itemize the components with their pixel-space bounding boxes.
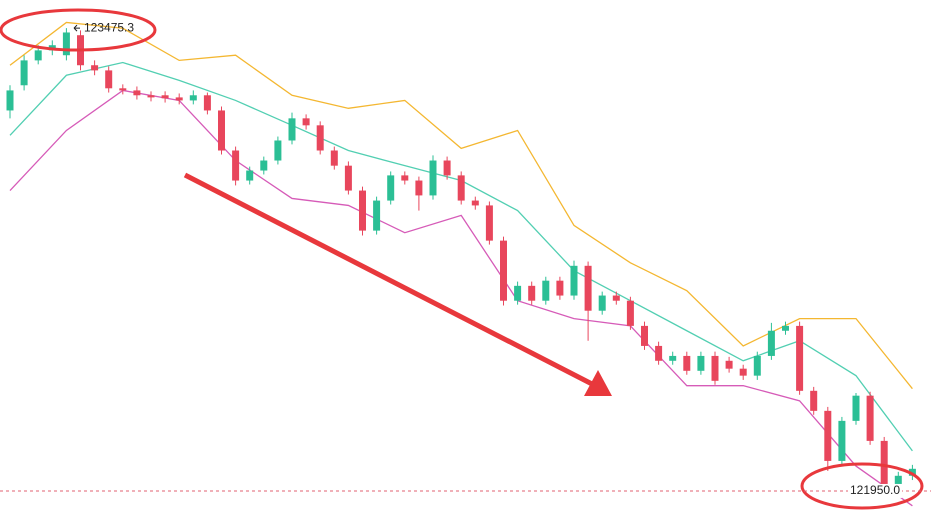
candle-body xyxy=(232,150,240,181)
candle-body xyxy=(810,390,818,411)
labels: 123475.3 121950.0 xyxy=(0,20,931,498)
trend-arrow xyxy=(183,172,612,396)
candle-body xyxy=(824,410,832,461)
candle-body xyxy=(471,200,479,206)
candle-body xyxy=(344,165,352,191)
candle-body xyxy=(302,118,310,126)
candle-body xyxy=(119,88,127,91)
candle-body xyxy=(359,190,366,231)
high-label: 123475.3 xyxy=(84,20,134,34)
candle-body xyxy=(443,160,451,176)
candle-body xyxy=(528,285,536,301)
candle-body xyxy=(641,325,648,346)
candle-body xyxy=(598,295,606,311)
candle-body xyxy=(91,65,99,71)
high-pointer xyxy=(73,24,80,32)
candle-body xyxy=(514,285,522,301)
candle-body xyxy=(485,205,493,241)
candle-body xyxy=(767,330,775,356)
candle-body xyxy=(711,355,719,381)
candle-body xyxy=(500,240,507,301)
candle-body xyxy=(782,325,789,331)
candle-body xyxy=(739,368,747,376)
candle-body xyxy=(852,395,860,421)
candle-body xyxy=(612,295,620,301)
candle-body xyxy=(796,325,804,391)
arrow-shaft xyxy=(183,172,594,387)
candle-body xyxy=(218,110,225,151)
candle-body xyxy=(373,200,381,231)
candle-body xyxy=(683,355,691,371)
candle-body xyxy=(697,355,705,371)
arrow-head xyxy=(584,370,612,396)
candle-body xyxy=(429,160,437,196)
candle-body xyxy=(556,280,564,296)
candle-body xyxy=(330,150,338,166)
highlight-circle xyxy=(0,8,157,52)
candle-body xyxy=(105,70,113,89)
low-label: 121950.0 xyxy=(850,483,900,497)
candle-body xyxy=(415,180,423,196)
candle-body xyxy=(246,170,254,181)
candle-body xyxy=(175,97,183,101)
band-line xyxy=(9,61,913,452)
candle-body xyxy=(161,95,169,99)
candle-body xyxy=(316,125,324,151)
low-label-bg xyxy=(848,483,902,498)
candle-body xyxy=(584,265,592,311)
candle-body xyxy=(62,32,70,56)
candle-body xyxy=(147,95,155,98)
candle-body xyxy=(866,395,874,441)
candle-body xyxy=(669,355,677,361)
candle-body xyxy=(20,60,28,86)
candle-body xyxy=(457,175,465,201)
candle-body xyxy=(655,345,663,361)
candle-body xyxy=(725,360,733,369)
candle-body xyxy=(387,175,395,201)
candle-body xyxy=(626,300,634,326)
candle-body xyxy=(6,90,14,111)
band-line xyxy=(9,89,913,507)
candle-body xyxy=(401,175,409,181)
band-line xyxy=(9,21,913,390)
candle-body xyxy=(288,118,296,141)
candles xyxy=(6,28,916,491)
candle-body xyxy=(838,420,846,461)
candle-body xyxy=(753,355,761,376)
candle-body xyxy=(133,90,141,96)
candle-body xyxy=(274,140,282,161)
candle-body xyxy=(260,160,268,171)
bands xyxy=(9,21,913,507)
candle-body xyxy=(570,265,578,296)
candle-body xyxy=(34,50,42,61)
highlight-circle xyxy=(800,462,924,510)
candle-body xyxy=(542,280,550,301)
candle-body xyxy=(894,475,902,486)
candle-body xyxy=(189,95,197,101)
candle-body xyxy=(203,95,211,111)
candle-body xyxy=(880,440,888,486)
